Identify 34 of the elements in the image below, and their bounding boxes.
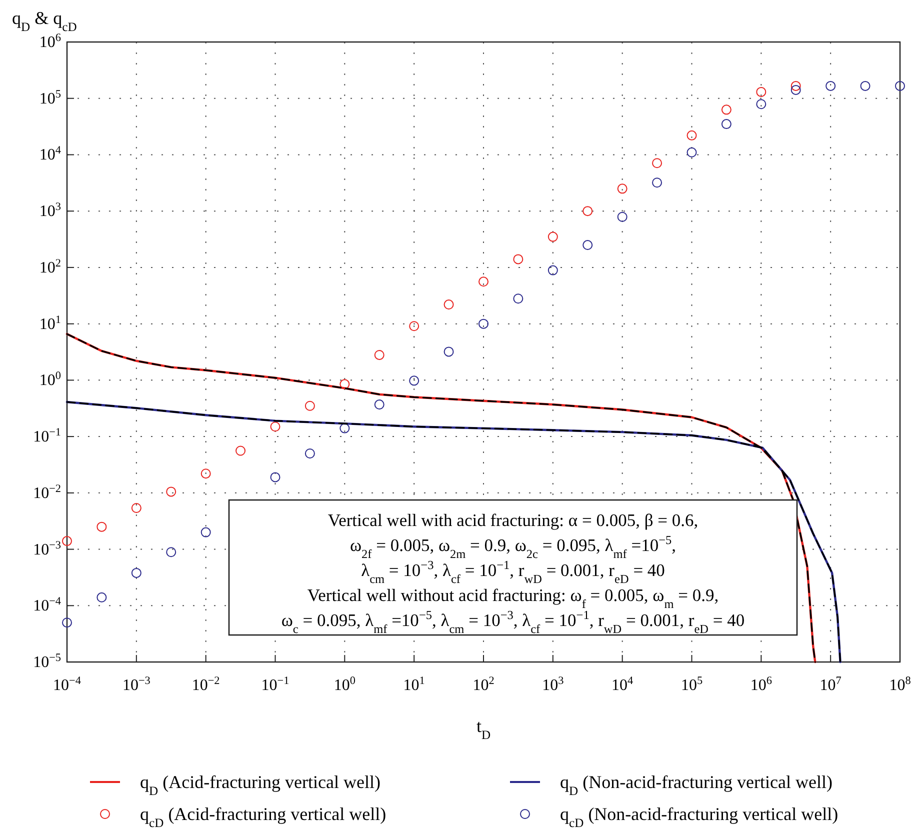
- x-tick-label: 10$^{5}$: [680, 675, 703, 694]
- x-tick-label: 10$^{−1}$: [261, 675, 290, 694]
- x-axis-title: t$_{D}$: [476, 716, 491, 742]
- legend-label: q$_{cD}$ (Non-acid-fracturing vertical well): [560, 804, 838, 830]
- y-tick-label: 10$^{0}$: [39, 370, 62, 390]
- x-tick-label: 10$^{0}$: [334, 675, 356, 694]
- note-box: Vertical well with acid fracturing: α = 0.005, β = 0.6, ω$_{2f}$ = 0.005, ω$_{2m}$ = 0.9, ω$_{2c}$ = 0.095, λ$_{mf}$ =10$^{−5}$, λ$_{cm}$ = 10$^{−3}$, λ$_{cf}$ = 10$^{−1}$, r$_{wD}$ = 0.001, r$_{eD}$ = 40 Vertical well without acid fracturing: ω$_{f}$ = 0.005, ω$_{m}$ = 0.9, ω$_{c}$ = 0.095, λ$_{mf}$ =10$^{−5}$, λ$_{cm}$ = 10$^{−3}$, λ$_{cf}$ = 10$^{−1}$, r$_{wD}$ = 0.001, r$_{eD}$ = 40: [228, 499, 798, 636]
- x-tick-label: 10$^{−2}$: [192, 675, 220, 694]
- y-tick-label: 10$^{5}$: [39, 88, 62, 108]
- x-tick-label: 10$^{6}$: [750, 675, 772, 694]
- y-tick-label: 10$^{6}$: [39, 32, 62, 51]
- annotation: Vertical well with acid fracturing: α = 0.005, β = 0.6,: [328, 510, 698, 530]
- y-tick-label: 10$^{1}$: [39, 314, 61, 333]
- y-tick-label: 10$^{2}$: [39, 257, 61, 276]
- x-tick-label: 10$^{8}$: [889, 675, 912, 694]
- y-axis-title: q$_{D}$ & q$_{cD}$: [12, 8, 77, 34]
- legend-label: q$_{D}$ (Non-acid-fracturing vertical well): [560, 772, 832, 798]
- y-tick-label: 10$^{−2}$: [33, 482, 61, 502]
- x-tick-label: 10$^{−3}$: [122, 675, 151, 694]
- y-tick-label: 10$^{−4}$: [33, 596, 62, 615]
- x-tick-label: 10$^{4}$: [612, 675, 634, 694]
- y-tick-label: 10$^{−1}$: [33, 426, 61, 446]
- x-tick-label: 10$^{3}$: [542, 675, 564, 694]
- y-tick-label: 10$^{3}$: [39, 201, 62, 220]
- y-tick-label: 10$^{−5}$: [33, 652, 62, 671]
- y-tick-label: 10$^{4}$: [39, 144, 62, 164]
- x-tick-label: 10$^{−4}$: [53, 675, 82, 694]
- x-tick-label: 10$^{7}$: [820, 675, 842, 694]
- legend-label: q$_{D}$ (Acid-fracturing vertical well): [140, 772, 381, 798]
- x-tick-label: 10$^{1}$: [403, 675, 425, 694]
- annotation: Vertical well without acid fracturing: ω$_{f}$ = 0.005, ω$_{m}$ = 0.9,: [307, 585, 719, 611]
- legend-label: q$_{cD}$ (Acid-fracturing vertical well): [140, 804, 386, 830]
- x-tick-label: 10$^{2}$: [472, 675, 494, 694]
- y-tick-label: 10$^{−3}$: [33, 539, 62, 558]
